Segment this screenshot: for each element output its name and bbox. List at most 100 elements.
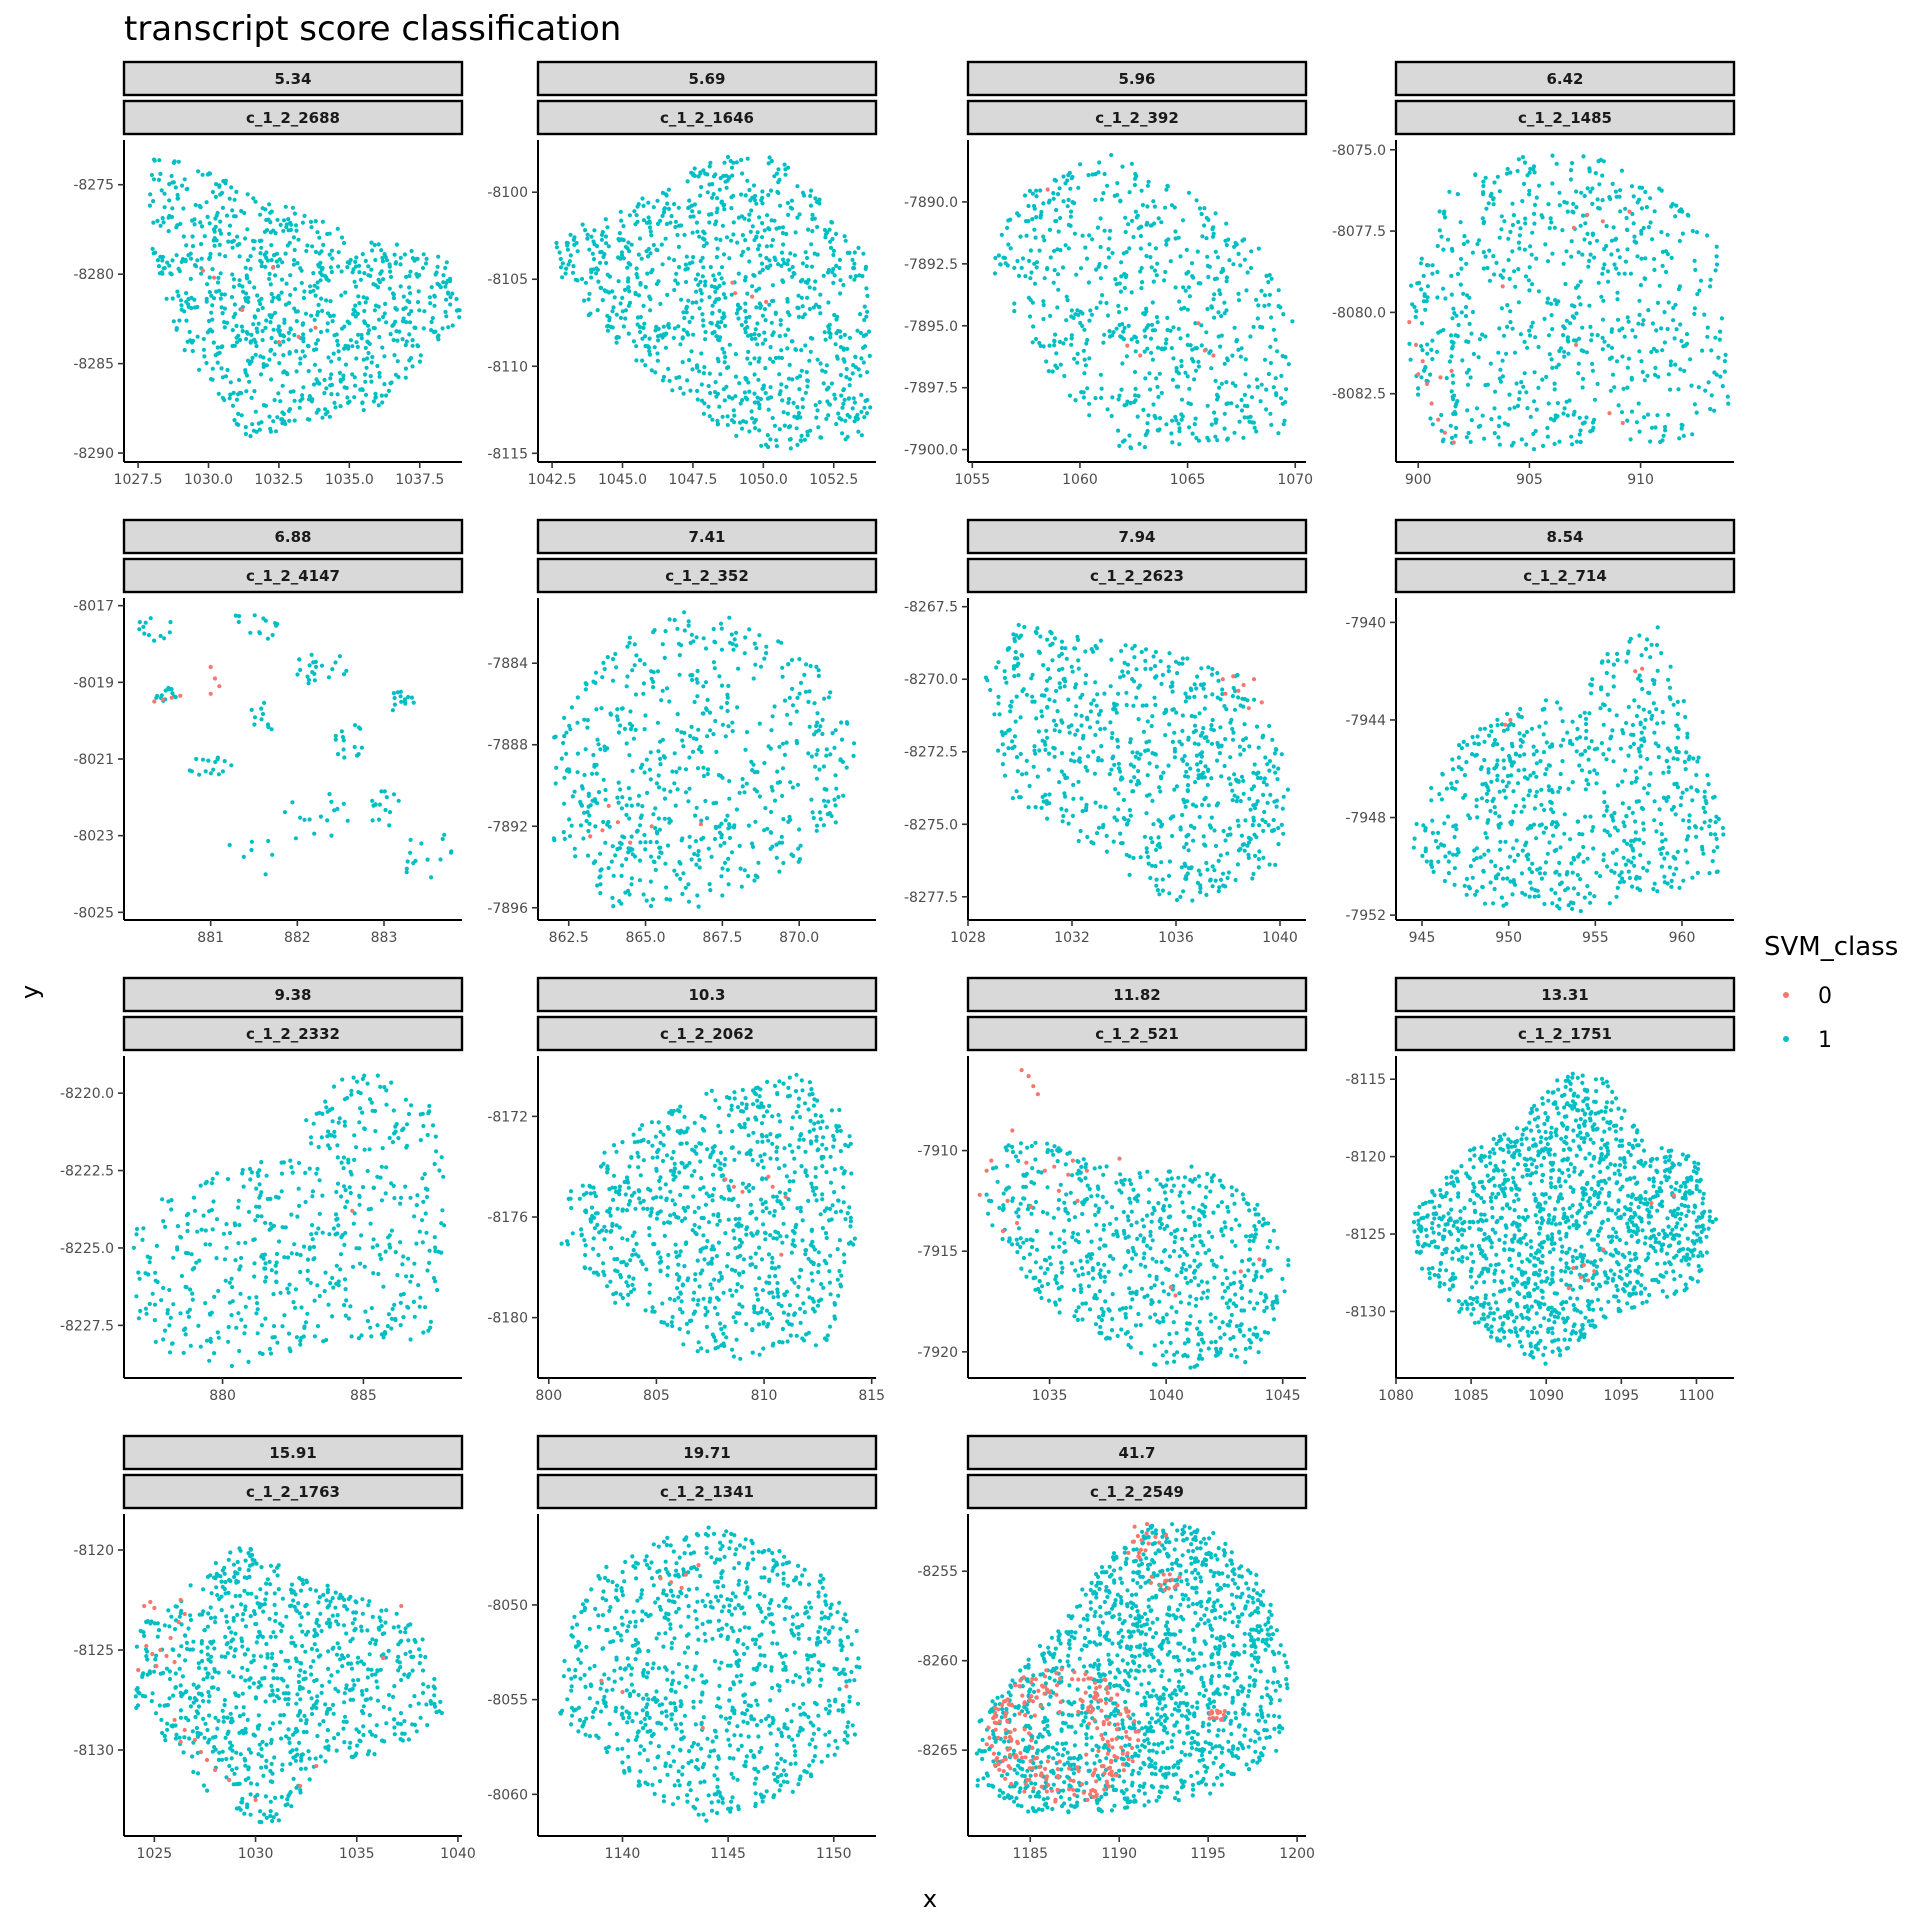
point-class-1 bbox=[1043, 747, 1048, 753]
point-class-1 bbox=[1428, 416, 1433, 421]
x-tick-label: 1032.5 bbox=[254, 472, 303, 488]
x-tick-label: 1042.5 bbox=[528, 472, 577, 488]
point-class-1 bbox=[698, 279, 703, 284]
point-class-1 bbox=[1527, 328, 1532, 333]
point-class-1 bbox=[1205, 254, 1210, 259]
point-class-1 bbox=[694, 289, 699, 294]
point-class-1 bbox=[1676, 387, 1681, 392]
point-class-1 bbox=[1217, 288, 1222, 293]
point-class-1 bbox=[1224, 221, 1229, 226]
point-class-1 bbox=[230, 328, 235, 333]
point-class-1 bbox=[1154, 764, 1159, 769]
point-class-1 bbox=[1034, 188, 1039, 193]
point-class-1 bbox=[260, 328, 265, 334]
point-class-1 bbox=[689, 170, 694, 175]
point-class-1 bbox=[797, 212, 802, 217]
point-class-1 bbox=[370, 248, 375, 253]
point-class-1 bbox=[1639, 359, 1644, 364]
point-class-1 bbox=[1145, 428, 1150, 434]
x-tick-label: 1045.0 bbox=[598, 472, 647, 488]
point-class-1 bbox=[1407, 341, 1412, 346]
point-class-1 bbox=[708, 888, 713, 893]
point-class-1 bbox=[258, 301, 263, 307]
point-class-1 bbox=[1709, 393, 1714, 398]
point-class-1 bbox=[780, 257, 786, 262]
point-class-1 bbox=[655, 720, 661, 725]
point-class-1 bbox=[1674, 327, 1679, 332]
point-class-1 bbox=[1000, 732, 1005, 738]
point-class-1 bbox=[680, 335, 685, 340]
point-class-1 bbox=[328, 299, 333, 304]
point-class-1 bbox=[1284, 387, 1289, 392]
point-class-1 bbox=[664, 885, 669, 890]
point-class-1 bbox=[562, 801, 567, 806]
point-class-1 bbox=[589, 234, 594, 239]
point-class-1 bbox=[668, 220, 673, 225]
point-class-1 bbox=[328, 383, 333, 388]
point-class-1 bbox=[774, 438, 779, 443]
point-class-1 bbox=[1141, 407, 1146, 412]
point-class-1 bbox=[720, 346, 725, 351]
point-class-1 bbox=[1212, 828, 1217, 833]
point-class-1 bbox=[1593, 171, 1598, 176]
point-class-1 bbox=[224, 213, 230, 218]
point-class-1 bbox=[295, 261, 300, 266]
point-class-1 bbox=[1624, 215, 1629, 221]
point-class-1 bbox=[1456, 322, 1461, 328]
point-class-1 bbox=[654, 781, 660, 786]
point-class-1 bbox=[1142, 445, 1147, 450]
point-class-1 bbox=[1063, 775, 1068, 781]
point-class-1 bbox=[1600, 198, 1605, 203]
point-class-1 bbox=[632, 209, 637, 214]
point-class-1 bbox=[1609, 355, 1614, 360]
point-class-0 bbox=[1420, 359, 1425, 364]
point-class-1 bbox=[673, 278, 678, 283]
point-class-1 bbox=[1057, 667, 1062, 673]
point-class-1 bbox=[267, 276, 272, 281]
y-tick-label: -8285 bbox=[73, 357, 114, 373]
point-class-1 bbox=[381, 277, 386, 282]
point-class-1 bbox=[1053, 332, 1058, 337]
point-class-1 bbox=[1034, 215, 1039, 220]
point-class-1 bbox=[1017, 635, 1022, 640]
point-class-1 bbox=[806, 227, 811, 232]
point-class-1 bbox=[856, 245, 861, 250]
point-class-1 bbox=[645, 790, 650, 796]
point-class-1 bbox=[1116, 691, 1121, 696]
point-class-1 bbox=[1076, 666, 1081, 671]
point-class-1 bbox=[817, 767, 822, 772]
point-class-1 bbox=[1008, 709, 1013, 714]
point-class-1 bbox=[1015, 769, 1020, 774]
point-class-1 bbox=[245, 192, 250, 197]
point-class-1 bbox=[253, 409, 258, 414]
point-class-1 bbox=[377, 374, 382, 379]
point-class-1 bbox=[745, 325, 750, 330]
point-class-1 bbox=[641, 203, 646, 208]
point-class-1 bbox=[605, 313, 610, 318]
point-class-1 bbox=[366, 264, 371, 269]
point-class-1 bbox=[1023, 219, 1029, 224]
point-class-1 bbox=[763, 806, 768, 811]
point-class-1 bbox=[263, 325, 268, 330]
point-class-1 bbox=[694, 805, 699, 810]
point-class-1 bbox=[739, 322, 744, 328]
point-class-1 bbox=[1032, 744, 1037, 749]
point-class-1 bbox=[1144, 846, 1149, 851]
point-class-1 bbox=[1149, 723, 1154, 729]
point-class-1 bbox=[325, 328, 330, 333]
point-class-1 bbox=[764, 244, 770, 249]
point-class-1 bbox=[179, 303, 184, 308]
point-class-1 bbox=[697, 369, 702, 374]
point-class-1 bbox=[655, 198, 660, 203]
point-class-1 bbox=[744, 420, 749, 425]
point-class-1 bbox=[661, 374, 667, 379]
point-class-1 bbox=[1408, 357, 1413, 362]
point-class-1 bbox=[711, 273, 716, 278]
point-class-1 bbox=[1582, 193, 1587, 199]
point-class-1 bbox=[1694, 410, 1699, 415]
panel-points bbox=[147, 157, 462, 439]
point-class-1 bbox=[357, 270, 362, 275]
point-class-1 bbox=[1700, 348, 1705, 353]
point-class-1 bbox=[1053, 219, 1058, 224]
point-class-1 bbox=[766, 161, 771, 166]
